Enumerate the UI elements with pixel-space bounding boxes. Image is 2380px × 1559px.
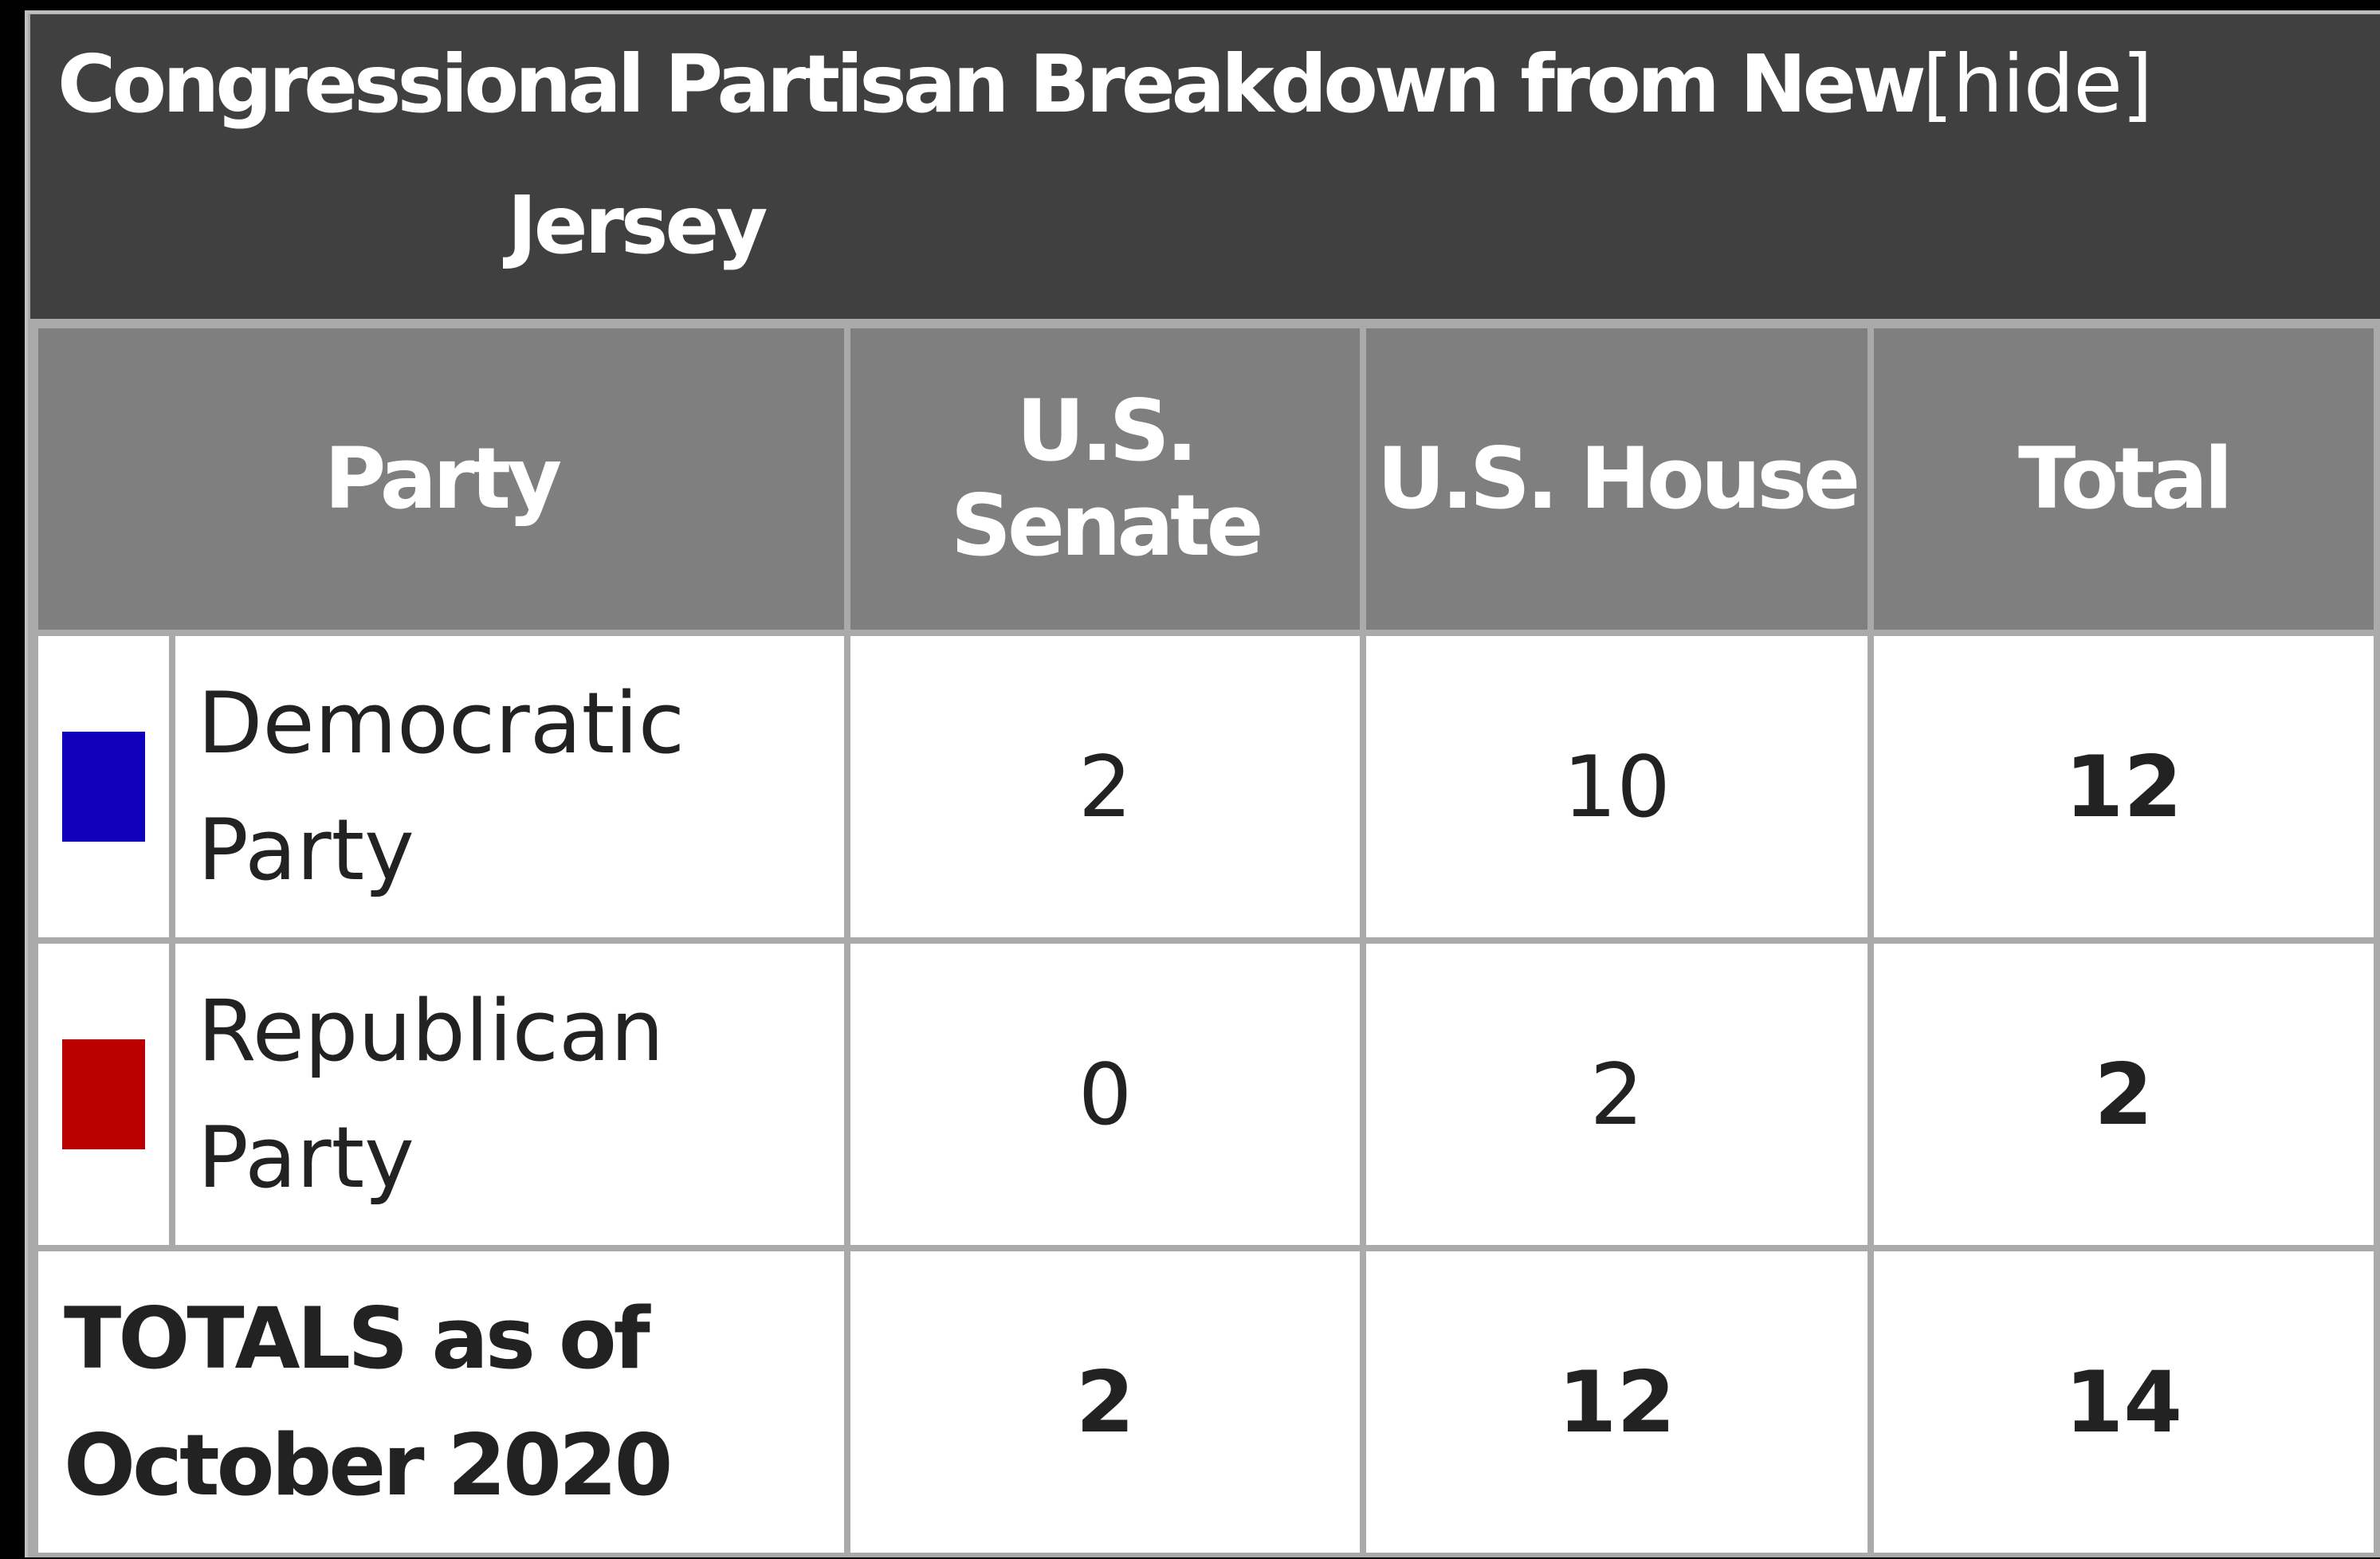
header-party: Party — [38, 328, 844, 630]
table-row: Republican Party 0 2 2 — [38, 944, 2374, 1245]
header-senate: U.S. Senate — [850, 328, 1361, 630]
table-title: Congressional Partisan Breakdown from Ne… — [57, 45, 2153, 124]
totals-row: TOTALS as of October 2020 2 12 14 — [38, 1251, 2374, 1553]
party-color-cell — [38, 944, 169, 1245]
totals-label: TOTALS as of October 2020 — [38, 1251, 844, 1553]
partisan-breakdown-table: Party U.S. Senate U.S. House Total Democ… — [32, 322, 2380, 1559]
table-title-line2: Jersey — [507, 179, 768, 272]
hide-toggle-link[interactable]: [hide] — [1922, 37, 2153, 131]
header-house: U.S. House — [1366, 328, 1867, 630]
senate-count: 0 — [850, 944, 1361, 1245]
table-title-bar: Congressional Partisan Breakdown from Ne… — [30, 14, 2380, 319]
house-count: 2 — [1366, 944, 1867, 1245]
democratic-color-swatch — [61, 732, 145, 842]
party-color-cell — [38, 636, 169, 937]
totals-total: 14 — [1873, 1251, 2374, 1553]
senate-count: 2 — [850, 636, 1361, 937]
party-name: Democratic Party — [175, 636, 844, 937]
header-total: Total — [1873, 328, 2374, 630]
total-count: 12 — [1873, 636, 2374, 937]
party-name: Republican Party — [175, 944, 844, 1245]
house-count: 10 — [1366, 636, 1867, 937]
table-title-line1: Congressional Partisan Breakdown from Ne… — [57, 37, 1926, 131]
total-count: 2 — [1873, 944, 2374, 1245]
totals-house: 12 — [1366, 1251, 1867, 1553]
table-row: Democratic Party 2 10 12 — [38, 636, 2374, 937]
totals-senate: 2 — [850, 1251, 1361, 1553]
header-row: Party U.S. Senate U.S. House Total — [38, 328, 2374, 630]
republican-color-swatch — [61, 1039, 145, 1150]
